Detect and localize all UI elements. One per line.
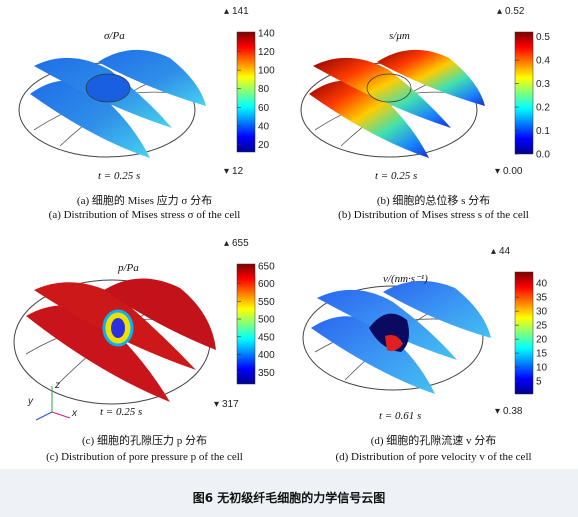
- colorbar-tick-label: 0.5: [536, 32, 550, 43]
- colorbar-tick-label: 100: [258, 66, 275, 77]
- field-label-d: v/(nm·s⁻¹): [383, 273, 428, 285]
- max-label-d: 44: [499, 246, 511, 257]
- time-label-a: t = 0.25 s: [98, 170, 141, 182]
- colorbar-tick-label: 10: [536, 363, 548, 374]
- max-label-a: 141: [232, 6, 249, 17]
- colorbar-tick-label: 400: [258, 350, 275, 361]
- colorbar-tick-label: 40: [258, 121, 270, 132]
- time-label-d: t = 0.61 s: [379, 410, 422, 422]
- pressure-stripe-3: [104, 278, 216, 350]
- max-marker-a: ▴: [224, 6, 229, 17]
- colorbar-tick-label: 140: [258, 28, 275, 39]
- colorbar-tick-label: 35: [536, 293, 548, 304]
- max-marker-c: ▴: [224, 238, 229, 249]
- colorbar-tick-label: 0.4: [536, 56, 550, 67]
- caption-cn-b: (b) 细胞的总位移 s 分布: [376, 195, 491, 207]
- min-marker-a: ▾: [224, 166, 229, 177]
- colorbar-tick-label: 650: [258, 261, 275, 272]
- panel-b: 0.5 0.4 0.3 0.2 0.1 0.0 ▴ 0.52 ▾ 0.00 s/μm t …: [289, 0, 578, 230]
- colorbar-d-ticks: 40 35 30 25 20 15 10 5: [515, 279, 548, 388]
- min-label-d: 0.38: [503, 406, 523, 417]
- figure-caption-bar: 图6 无初级纤毛细胞的力学信号云图: [0, 469, 578, 517]
- field-label-b: s/μm: [389, 30, 410, 42]
- time-label-b: t = 0.25 s: [375, 170, 418, 182]
- disp-stripe-1: [309, 80, 429, 158]
- min-label-a: 12: [232, 166, 244, 177]
- colorbar-tick-label: 20: [536, 335, 548, 346]
- velocity-stripe-3: [383, 280, 491, 338]
- panel-c: 650 600 550 500 450 400 350 ▴ 655 ▾ 317 z x y …: [0, 234, 289, 469]
- panel-d-plot: 40 35 30 25 20 15 10 5 ▴ 44 ▾ 0.38: [302, 246, 548, 417]
- axis-x-label: x: [71, 408, 78, 419]
- colorbar-a: [236, 31, 256, 153]
- colorbar-tick-label: 350: [258, 368, 275, 379]
- panel-d: 40 35 30 25 20 15 10 5 ▴ 44 ▾ 0.38 v/(nm·s⁻¹) t…: [289, 234, 578, 469]
- colorbar-b-ticks: 0.5 0.4 0.3 0.2 0.1 0.0: [515, 32, 550, 161]
- caption-en-b: (b) Distribution of Mises stress s of th…: [338, 209, 529, 221]
- min-marker-c: ▾: [214, 399, 219, 410]
- caption-cn-c: (c) 细胞的孔隙压力 p 分布: [82, 435, 207, 447]
- caption-cn-a: (a) 细胞的 Mises 应力 σ 分布: [76, 195, 213, 207]
- max-marker-b: ▴: [497, 6, 502, 17]
- colorbar-c: [236, 263, 256, 385]
- nucleus: [366, 73, 412, 103]
- axis-y-label: y: [27, 396, 34, 407]
- panel-b-plot: 0.5 0.4 0.3 0.2 0.1 0.0 ▴ 0.52 ▾ 0.00: [300, 6, 550, 177]
- colorbar-a-ticks: 140 120 100 80 60 40 20: [237, 28, 275, 151]
- field-label-c: p/Pa: [118, 262, 139, 274]
- colorbar-tick-label: 30: [536, 307, 548, 318]
- colorbar-tick-label: 80: [258, 84, 270, 95]
- colorbar-b: [514, 31, 534, 155]
- nucleus: [85, 73, 131, 103]
- colorbar-tick-label: 550: [258, 297, 275, 308]
- velocity-stripe-1: [311, 316, 435, 394]
- axis-z-label: z: [54, 380, 60, 391]
- panel-a-plot: 140 120 100 80 60 40 20 ▴ 141 ▾ 12: [18, 6, 275, 177]
- axes-triad: [35, 386, 71, 421]
- min-marker-b: ▾: [495, 166, 500, 177]
- stress-stripe-3: [98, 49, 206, 106]
- time-label-c: t = 0.25 s: [100, 406, 143, 418]
- min-label-b: 0.00: [503, 166, 523, 177]
- max-label-b: 0.52: [505, 6, 525, 17]
- caption-en-c: (c) Distribution of pore pressure p of t…: [46, 451, 243, 463]
- cell-outline: [302, 285, 484, 391]
- disp-stripe-2: [313, 57, 451, 128]
- panel-a: 140 120 100 80 60 40 20 ▴ 141 ▾ 12 σ/Pa t = 0.…: [0, 0, 289, 230]
- colorbar-tick-label: 0.1: [536, 126, 550, 137]
- caption-cn-d: (d) 细胞的孔隙流速 v 分布: [370, 435, 497, 447]
- max-label-c: 655: [232, 238, 249, 249]
- caption-en-d: (d) Distribution of pore velocity v of t…: [335, 451, 532, 463]
- min-marker-d: ▾: [495, 406, 500, 417]
- colorbar-tick-label: 450: [258, 332, 275, 343]
- min-label-c: 317: [222, 399, 239, 410]
- colorbar-tick-label: 15: [536, 349, 548, 360]
- colorbar-tick-label: 0.2: [536, 103, 550, 114]
- max-marker-d: ▴: [491, 246, 496, 257]
- colorbar-tick-label: 20: [258, 140, 270, 151]
- colorbar-tick-label: 0.0: [536, 150, 550, 161]
- colorbar-tick-label: 60: [258, 103, 270, 114]
- colorbar-tick-label: 25: [536, 321, 548, 332]
- colorbar-tick-label: 0.3: [536, 79, 550, 90]
- caption-en-a: (a) Distribution of Mises stress σ of th…: [48, 209, 241, 221]
- pressure-stripe-1: [26, 305, 170, 402]
- colorbar-tick-label: 500: [258, 315, 275, 326]
- colorbar-tick-label: 40: [536, 279, 548, 290]
- figure-title: 图6 无初级纤毛细胞的力学信号云图: [192, 491, 386, 505]
- disp-stripe-3: [377, 49, 485, 106]
- colorbar-d: [514, 271, 534, 395]
- colorbar-c-ticks: 650 600 550 500 450 400 350: [237, 261, 275, 379]
- panel-c-plot: 650 600 550 500 450 400 350 ▴ 655 ▾ 317 z x y: [13, 238, 275, 421]
- colorbar-tick-label: 120: [258, 47, 275, 58]
- stress-stripe-1: [30, 80, 150, 158]
- field-label-a: σ/Pa: [104, 30, 125, 42]
- colorbar-tick-label: 5: [536, 377, 542, 388]
- colorbar-tick-label: 600: [258, 279, 275, 290]
